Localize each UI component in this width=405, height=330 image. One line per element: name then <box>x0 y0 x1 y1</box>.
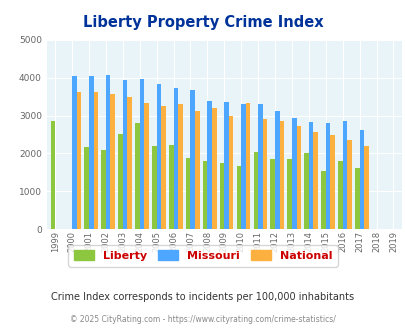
Bar <box>84 147 89 229</box>
Bar <box>258 105 262 229</box>
Bar <box>313 132 317 229</box>
Text: Crime Index corresponds to incidents per 100,000 inhabitants: Crime Index corresponds to incidents per… <box>51 292 354 302</box>
Bar <box>325 123 330 229</box>
Legend: Liberty, Missouri, National: Liberty, Missouri, National <box>68 245 337 267</box>
Bar <box>320 171 325 229</box>
Bar <box>135 123 139 229</box>
Bar <box>77 92 81 229</box>
Bar <box>156 83 161 229</box>
Bar <box>354 168 359 229</box>
Bar <box>51 121 55 229</box>
Bar <box>330 135 334 229</box>
Bar <box>270 159 275 229</box>
Bar <box>337 161 342 229</box>
Bar <box>72 76 77 229</box>
Bar <box>236 166 241 229</box>
Bar <box>89 76 93 229</box>
Bar <box>287 159 291 229</box>
Bar <box>110 94 115 229</box>
Bar <box>363 146 368 229</box>
Bar <box>296 126 301 229</box>
Bar <box>275 111 279 229</box>
Text: Liberty Property Crime Index: Liberty Property Crime Index <box>83 15 322 30</box>
Bar <box>118 135 122 229</box>
Bar <box>144 103 149 229</box>
Bar <box>202 161 207 229</box>
Bar <box>207 101 211 229</box>
Bar <box>359 130 363 229</box>
Bar <box>241 104 245 229</box>
Bar <box>342 121 346 229</box>
Bar <box>161 106 165 229</box>
Bar <box>127 97 132 229</box>
Bar <box>211 108 216 229</box>
Bar <box>228 116 233 229</box>
Bar <box>219 163 224 229</box>
Bar <box>245 103 250 229</box>
Bar <box>279 121 283 229</box>
Bar <box>291 118 296 229</box>
Bar <box>106 75 110 229</box>
Bar <box>224 102 228 229</box>
Bar <box>346 140 351 229</box>
Bar <box>304 153 308 229</box>
Bar <box>101 150 106 229</box>
Bar <box>190 90 194 229</box>
Text: © 2025 CityRating.com - https://www.cityrating.com/crime-statistics/: © 2025 CityRating.com - https://www.city… <box>70 315 335 324</box>
Bar <box>152 146 156 229</box>
Bar <box>168 145 173 229</box>
Bar <box>178 105 182 229</box>
Bar <box>122 80 127 229</box>
Bar <box>194 111 199 229</box>
Bar <box>308 121 313 229</box>
Bar <box>185 158 190 229</box>
Bar <box>262 119 266 229</box>
Bar <box>253 151 258 229</box>
Bar <box>139 80 144 229</box>
Bar <box>173 88 178 229</box>
Bar <box>93 92 98 229</box>
